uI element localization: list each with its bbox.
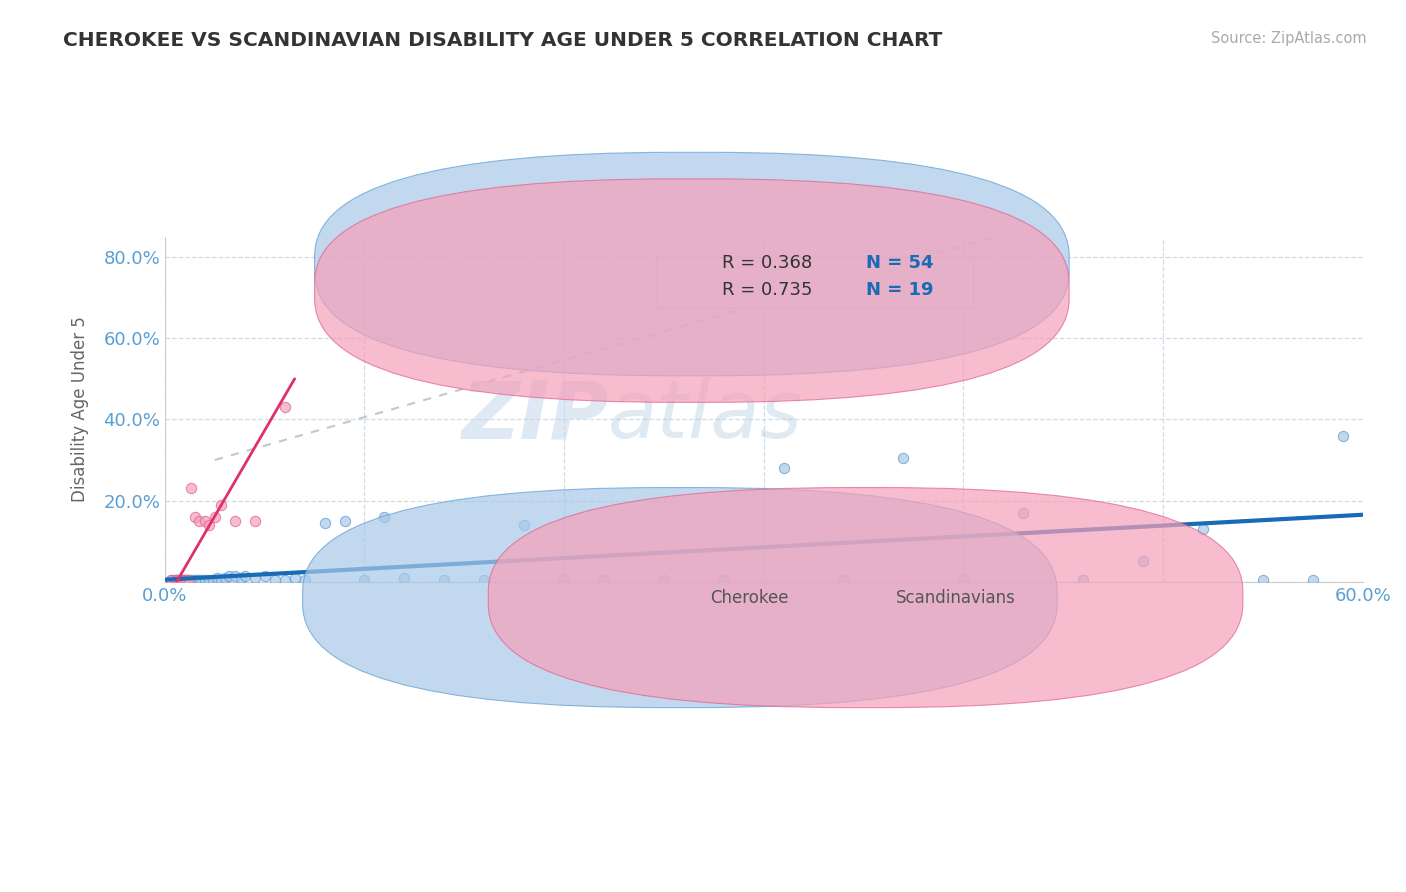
Point [652, 573, 675, 587]
FancyBboxPatch shape [488, 488, 1243, 707]
Point [472, 573, 495, 587]
Point [163, 574, 186, 588]
FancyBboxPatch shape [315, 179, 1069, 402]
Point [201, 574, 224, 588]
Text: N = 19: N = 19 [866, 281, 934, 299]
FancyBboxPatch shape [657, 258, 973, 308]
Point [166, 574, 188, 588]
FancyBboxPatch shape [315, 153, 1069, 376]
Point [1071, 573, 1094, 587]
Point [209, 498, 232, 512]
Point [187, 514, 209, 528]
Point [172, 574, 194, 588]
Point [333, 514, 356, 528]
Point [170, 574, 193, 588]
Point [243, 571, 266, 585]
Point [180, 482, 202, 496]
Point [373, 509, 395, 524]
Text: R = 0.368: R = 0.368 [721, 254, 813, 272]
Point [197, 573, 219, 587]
Point [1132, 554, 1154, 568]
Point [172, 574, 194, 588]
Point [284, 571, 307, 585]
Text: Scandinavians: Scandinavians [896, 589, 1015, 607]
Point [893, 450, 915, 465]
Point [394, 571, 416, 585]
Point [593, 573, 616, 587]
Point [194, 574, 217, 588]
Point [233, 569, 256, 583]
Point [163, 573, 186, 587]
Text: N = 54: N = 54 [866, 254, 934, 272]
Point [263, 573, 285, 587]
Point [176, 574, 198, 588]
Point [1192, 522, 1215, 536]
Point [187, 574, 209, 588]
Point [167, 574, 190, 588]
Point [243, 514, 266, 528]
Point [273, 401, 295, 415]
Point [832, 573, 855, 587]
Point [1331, 428, 1354, 442]
Point [209, 573, 232, 587]
Point [205, 571, 228, 585]
Point [229, 571, 252, 585]
Point [224, 568, 246, 582]
Point [294, 573, 316, 587]
Point [194, 514, 217, 528]
Point [952, 573, 974, 587]
Point [218, 569, 240, 583]
Point [160, 574, 183, 588]
Point [173, 573, 195, 587]
Text: R = 0.735: R = 0.735 [721, 281, 813, 299]
Point [186, 573, 208, 587]
Point [177, 574, 200, 588]
Point [214, 571, 236, 585]
Point [176, 574, 198, 588]
Y-axis label: Disability Age Under 5: Disability Age Under 5 [72, 317, 89, 502]
Point [1012, 506, 1035, 520]
Point [170, 573, 193, 587]
Point [197, 517, 219, 532]
FancyBboxPatch shape [302, 488, 1057, 707]
Point [273, 573, 295, 587]
Point [204, 509, 226, 524]
Point [190, 573, 212, 587]
Text: ZIP: ZIP [461, 377, 607, 455]
Text: Source: ZipAtlas.com: Source: ZipAtlas.com [1211, 31, 1367, 46]
Point [184, 509, 207, 524]
Text: atlas: atlas [607, 377, 803, 455]
Point [1302, 573, 1324, 587]
Point [181, 574, 204, 588]
Point [173, 574, 195, 588]
Point [160, 573, 183, 587]
Text: CHEROKEE VS SCANDINAVIAN DISABILITY AGE UNDER 5 CORRELATION CHART: CHEROKEE VS SCANDINAVIAN DISABILITY AGE … [63, 31, 942, 50]
Point [180, 573, 202, 587]
Point [253, 569, 276, 583]
Point [177, 574, 200, 588]
Point [433, 573, 456, 587]
Point [1251, 573, 1274, 587]
Point [167, 574, 190, 588]
Point [513, 517, 536, 532]
Text: Cherokee: Cherokee [710, 589, 789, 607]
Point [553, 573, 575, 587]
Point [166, 574, 188, 588]
Point [713, 573, 735, 587]
Point [772, 461, 794, 475]
Point [314, 516, 336, 530]
Point [353, 573, 375, 587]
Point [224, 514, 246, 528]
Point [184, 574, 207, 588]
